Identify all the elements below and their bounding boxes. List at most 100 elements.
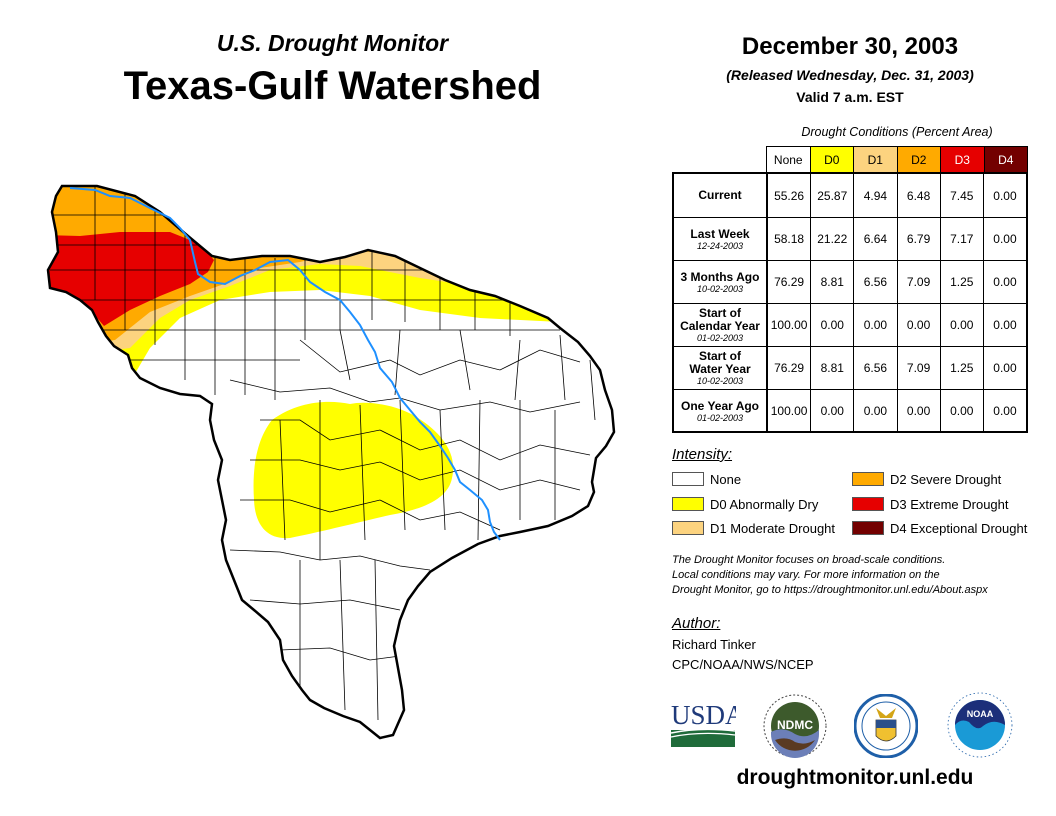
map-subtitle: U.S. Drought Monitor — [216, 30, 449, 56]
row-label-text: Start of — [699, 349, 741, 363]
website-link[interactable]: droughtmonitor.unl.edu — [736, 766, 974, 789]
row-label-text-2: Water Year — [689, 362, 751, 376]
note-line: The Drought Monitor focuses on broad-sca… — [672, 554, 946, 566]
table-cell-d4: 0.00 — [982, 347, 1026, 389]
row-label: Last Week 12-24-2003 — [674, 218, 768, 260]
table-cell-d1: 6.56 — [853, 261, 896, 303]
legend-item-d3: D3 Extreme Drought — [852, 496, 1009, 512]
column-header-d1: D1 — [853, 147, 897, 172]
table-row: One Year Ago 01-02-2003 100.00 0.00 0.00 0.00… — [674, 389, 1026, 432]
valid-time: Valid 7 a.m. EST — [796, 89, 904, 105]
column-header-d2: D2 — [896, 147, 940, 172]
disclaimer-note: The Drought Monitor focuses on broad-sca… — [672, 553, 1042, 598]
table-row: Last Week 12-24-2003 58.18 21.22 6.64 6.79 7.1… — [674, 217, 1026, 260]
table-cell-d2: 6.79 — [896, 218, 940, 260]
table-cell-d3: 1.25 — [939, 261, 983, 303]
table-cell-d2: 0.00 — [896, 390, 940, 432]
usda-logo-text: USDA — [671, 700, 736, 730]
table-cell-d3: 0.00 — [939, 390, 983, 432]
legend-label: D3 Extreme Drought — [890, 496, 1009, 512]
legend-label: None — [710, 471, 742, 487]
table-cell-d1: 0.00 — [853, 390, 896, 432]
table-cell-d0: 0.00 — [810, 304, 853, 346]
row-label-text-2: Calendar Year — [680, 319, 760, 333]
map-date: December 30, 2003 — [741, 33, 959, 60]
row-date: 01-02-2003 — [696, 333, 744, 343]
row-label-text: One Year Ago — [680, 398, 760, 413]
ndmc-logo-text: NDMC — [777, 718, 813, 732]
table-cell-d4: 0.00 — [982, 174, 1026, 217]
table-cell-d2: 7.09 — [896, 347, 940, 389]
table-cell-d3: 0.00 — [939, 304, 983, 346]
legend-swatch — [852, 497, 884, 511]
legend-swatch — [852, 472, 884, 486]
column-header-d3: D3 — [940, 147, 984, 172]
table-cell-d0: 0.00 — [810, 390, 853, 432]
table-cell-d0: 25.87 — [810, 174, 853, 217]
row-date: 01-02-2003 — [696, 412, 744, 423]
river — [69, 187, 501, 541]
legend-label: D1 Moderate Drought — [710, 520, 836, 536]
table-cell-none: 55.26 — [774, 188, 805, 203]
legend-swatch — [672, 497, 704, 511]
legend-swatch — [672, 472, 704, 486]
table-row: Start of Water Year 10-02-2003 76.29 8.81 6.5… — [674, 346, 1026, 389]
table-cell-d3: 7.17 — [939, 218, 983, 260]
legend-item-none: None — [672, 471, 741, 487]
note-line: Drought Monitor, go to https://droughtmo… — [672, 584, 988, 596]
row-label-text: 3 Months Ago — [680, 269, 760, 284]
legend-label: D2 Severe Drought — [890, 471, 1002, 487]
noaa-logo: NOAA — [947, 692, 1013, 758]
table-cell-none: 76.29 — [774, 361, 805, 375]
row-label-text: Start of — [699, 306, 741, 320]
row-label: Start of Calendar Year 01-02-2003 — [674, 304, 768, 346]
legend-label: D0 Abnormally Dry — [710, 496, 819, 512]
legend-item-d2: D2 Severe Drought — [852, 471, 1001, 487]
author-name: Richard Tinker — [672, 637, 756, 652]
table-cell-d1: 6.56 — [853, 347, 896, 389]
legend-swatch — [672, 521, 704, 535]
table-cell-none: 100.00 — [770, 318, 808, 332]
table-cell-d2: 7.09 — [896, 261, 940, 303]
table-cell-d0: 8.81 — [810, 347, 853, 389]
row-label-text: Last Week — [690, 226, 750, 241]
note-line: Local conditions may vary. For more info… — [672, 569, 940, 581]
row-label: 3 Months Ago 10-02-2003 — [674, 261, 768, 303]
table-cell-d1: 0.00 — [853, 304, 896, 346]
legend-label: D4 Exceptional Drought — [890, 520, 1028, 536]
table-cell-d3: 7.45 — [939, 174, 983, 217]
table-row: Start of Calendar Year 01-02-2003 100.00 0.0… — [674, 303, 1026, 346]
table-cell-d3: 1.25 — [939, 347, 983, 389]
county-boundaries — [50, 186, 596, 721]
table-cell-d2: 6.48 — [896, 174, 940, 217]
legend-swatch — [852, 521, 884, 535]
row-label: One Year Ago 01-02-2003 — [674, 390, 768, 432]
table-cell-d4: 0.00 — [982, 390, 1026, 432]
table-cell-d0: 21.22 — [810, 218, 853, 260]
legend-title: Intensity: — [672, 446, 733, 463]
usda-logo: USDA — [670, 700, 736, 747]
table-cell-d4: 0.00 — [982, 304, 1026, 346]
table-caption: Drought Conditions (Percent Area) — [801, 125, 993, 139]
legend-item-d4: D4 Exceptional Drought — [852, 520, 1027, 536]
ndmc-logo: NDMC — [763, 694, 827, 758]
column-header-d4: D4 — [983, 147, 1027, 172]
table-header: None D0 D1 D2 D3 D4 — [766, 146, 1028, 172]
watershed-map — [46, 184, 616, 740]
row-label: Current — [674, 174, 768, 217]
author-title: Author: — [672, 615, 721, 632]
table-cell-d1: 6.64 — [853, 218, 896, 260]
row-label-text: Current — [698, 188, 742, 202]
noaa-logo-text: NOAA — [967, 709, 994, 719]
row-date: 12-24-2003 — [696, 240, 744, 251]
legend-item-d1: D1 Moderate Drought — [672, 520, 835, 536]
table-cell-d4: 0.00 — [982, 261, 1026, 303]
row-date: 10-02-2003 — [696, 283, 744, 294]
table-cell-d1: 4.94 — [853, 174, 896, 217]
row-date: 10-02-2003 — [696, 376, 744, 386]
map-title: Texas-Gulf Watershed — [123, 64, 542, 108]
commerce-seal — [854, 694, 918, 758]
table-cell-d2: 0.00 — [896, 304, 940, 346]
table-row: 3 Months Ago 10-02-2003 76.29 8.81 6.56 7.09 1… — [674, 260, 1026, 303]
author-organization: CPC/NOAA/NWS/NCEP — [672, 657, 814, 672]
